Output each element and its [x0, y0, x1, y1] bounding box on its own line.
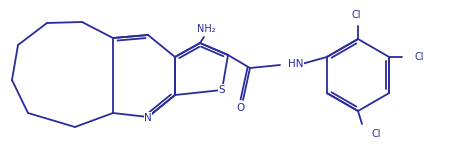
Text: NH₂: NH₂ — [197, 24, 215, 34]
Text: O: O — [236, 103, 244, 113]
Text: Cl: Cl — [351, 10, 361, 20]
Text: S: S — [219, 85, 226, 95]
Text: Cl: Cl — [414, 52, 423, 62]
Text: Cl: Cl — [372, 129, 382, 139]
Text: HN: HN — [288, 59, 304, 69]
Text: N: N — [144, 113, 152, 123]
